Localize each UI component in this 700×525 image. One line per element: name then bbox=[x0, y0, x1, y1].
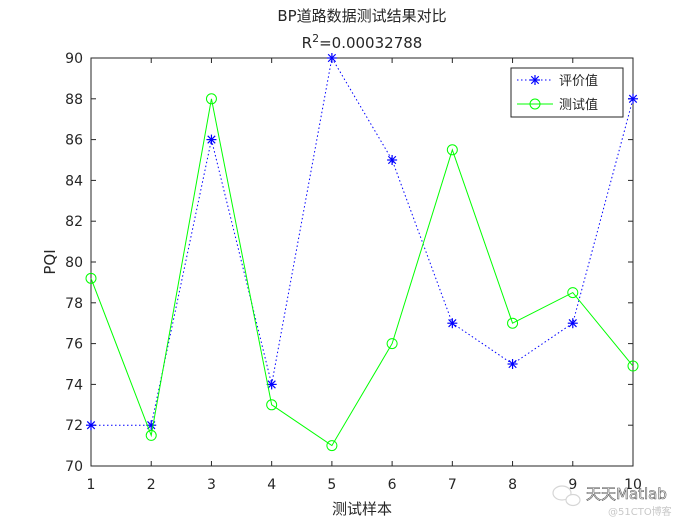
subtitle-value: =0.00032788 bbox=[319, 34, 422, 52]
y-tick-label: 90 bbox=[65, 51, 83, 67]
legend-star-glyph bbox=[530, 75, 540, 85]
wechat-icon bbox=[552, 485, 581, 507]
data-point-evaluation bbox=[326, 53, 337, 63]
x-axis-label: 测试样本 bbox=[332, 500, 392, 518]
x-tick-label: 4 bbox=[267, 477, 276, 493]
plot-area bbox=[90, 57, 634, 467]
data-point-evaluation bbox=[86, 420, 96, 431]
subtitle-superscript: 2 bbox=[312, 32, 319, 45]
x-tick-label: 9 bbox=[568, 477, 577, 493]
y-tick-label: 72 bbox=[65, 418, 83, 434]
watermark-site: @51CTO博客 bbox=[608, 505, 672, 518]
data-point-test bbox=[205, 93, 217, 105]
legend-marker-star bbox=[530, 75, 540, 85]
chart-title: BP道路数据测试结果对比 bbox=[277, 7, 446, 25]
x-tick-label: 5 bbox=[327, 477, 336, 493]
data-point-evaluation bbox=[628, 93, 638, 104]
x-tick-label: 8 bbox=[508, 477, 517, 493]
x-tick-label: 3 bbox=[207, 477, 216, 493]
data-point-test bbox=[507, 317, 519, 329]
data-point-evaluation bbox=[266, 379, 277, 390]
legend-label-evaluation: 评价值 bbox=[559, 73, 598, 89]
y-tick-label: 70 bbox=[65, 459, 83, 475]
x-tick-label: 1 bbox=[87, 477, 96, 493]
y-tick-label: 82 bbox=[65, 214, 83, 230]
data-point-evaluation bbox=[387, 155, 398, 165]
data-point-test bbox=[567, 287, 579, 299]
legend: 评价值 测试值 bbox=[510, 67, 624, 118]
x-tick-label: 10 bbox=[624, 477, 642, 493]
y-tick-label: 76 bbox=[65, 337, 83, 353]
data-point-test bbox=[145, 429, 157, 441]
data-point-test bbox=[627, 360, 639, 372]
x-tick-label: 7 bbox=[448, 477, 457, 493]
data-point-test bbox=[386, 338, 398, 350]
y-tick-label: 80 bbox=[65, 255, 83, 271]
data-point-test bbox=[85, 272, 97, 284]
y-tick-label: 88 bbox=[65, 92, 83, 108]
watermark-brand: 天天Matlab bbox=[586, 485, 667, 503]
x-tick-label: 6 bbox=[388, 477, 397, 493]
chart-subtitle: R2=0.00032788 bbox=[302, 32, 423, 52]
data-point-test bbox=[326, 440, 338, 452]
series-layer bbox=[85, 53, 639, 452]
data-point-evaluation bbox=[206, 134, 217, 145]
legend-box bbox=[510, 67, 624, 118]
y-tick-label: 84 bbox=[65, 173, 83, 189]
y-tick-label: 78 bbox=[65, 296, 83, 312]
subtitle-base: R bbox=[302, 34, 312, 52]
y-tick-label: 74 bbox=[65, 377, 83, 393]
data-point-evaluation bbox=[447, 318, 458, 329]
y-tick-label: 86 bbox=[65, 133, 83, 149]
x-tick-label: 2 bbox=[147, 477, 156, 493]
data-point-evaluation bbox=[567, 318, 578, 329]
legend-label-test: 测试值 bbox=[559, 97, 598, 113]
data-point-test bbox=[266, 399, 278, 411]
watermark: 天天Matlab @51CTO博客 bbox=[552, 485, 672, 518]
legend-marker-circle bbox=[529, 98, 541, 110]
y-axis-label: PQI bbox=[41, 249, 59, 274]
data-point-test bbox=[446, 144, 458, 156]
series-line-test bbox=[90, 98, 634, 447]
data-point-evaluation bbox=[507, 359, 518, 369]
